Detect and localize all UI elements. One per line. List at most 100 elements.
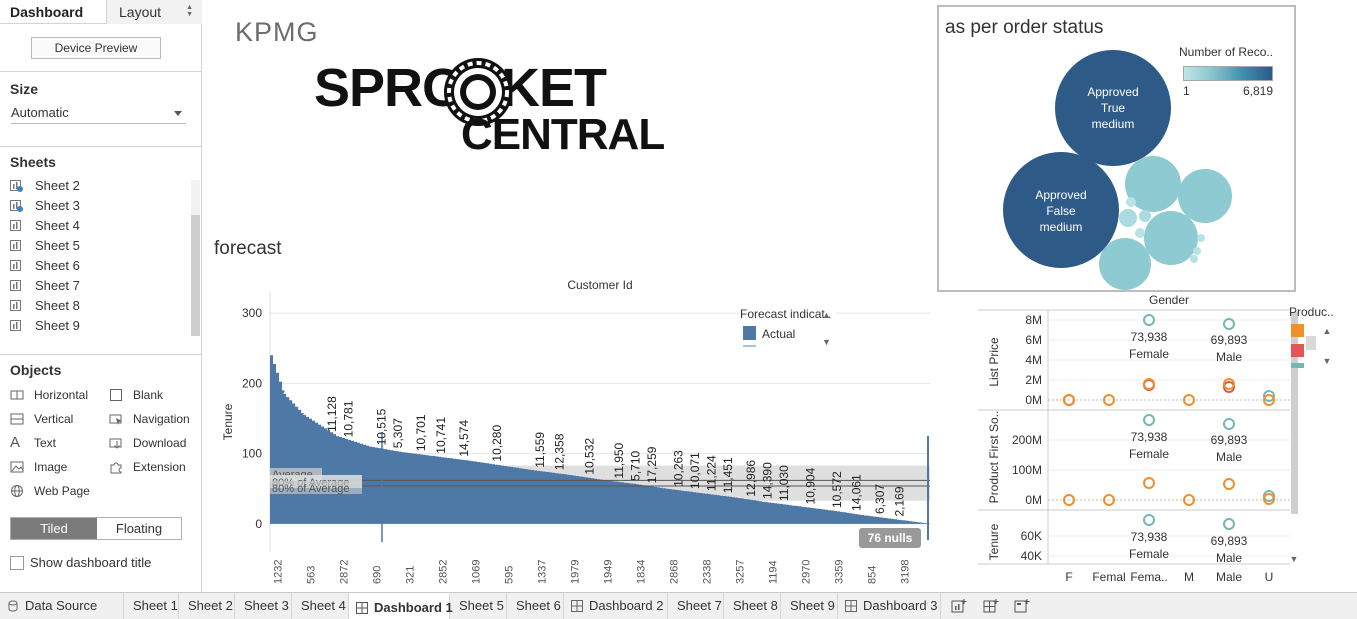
point[interactable] xyxy=(1103,494,1115,506)
chevron-down-icon xyxy=(174,111,182,116)
bubble-chart[interactable]: Approved True medium Approved False medi… xyxy=(939,7,1294,290)
value-label: 12,986 xyxy=(744,460,758,497)
nulls-indicator[interactable] xyxy=(859,528,921,548)
gender-chart[interactable]: Gender List Price 8M 6M 4M 2M 0M 73,938 … xyxy=(978,292,1338,590)
tab-sheet-1[interactable]: Sheet 1 xyxy=(124,593,179,619)
value-label: 11,030 xyxy=(777,465,791,501)
point-label: Male xyxy=(1216,350,1242,364)
bubble-small[interactable] xyxy=(1125,156,1181,212)
color-legend-max: 6,819 xyxy=(1243,84,1274,98)
tick: 6M xyxy=(1025,333,1042,347)
y-tick-label: 0 xyxy=(255,517,262,531)
bubble-small[interactable] xyxy=(1193,247,1201,255)
tab-sheet-4[interactable]: Sheet 4 xyxy=(292,593,349,619)
bubble-small[interactable] xyxy=(1190,255,1198,263)
tab-sheet-6[interactable]: Sheet 6 xyxy=(507,593,564,619)
tab-data-source[interactable]: Data Source xyxy=(0,593,124,619)
size-title: Size xyxy=(10,81,39,97)
actual-area[interactable] xyxy=(270,355,930,524)
sheet-list-scroll-thumb[interactable] xyxy=(191,215,200,336)
object-label: Blank xyxy=(133,388,164,402)
bubble-small[interactable] xyxy=(1119,209,1137,227)
forecast-title: forecast xyxy=(214,238,282,259)
point-female[interactable] xyxy=(1143,414,1155,426)
value-label: 11,451 xyxy=(721,457,735,493)
tab-label: Data Source xyxy=(25,598,98,613)
tick: 2M xyxy=(1025,373,1042,387)
object-label: Text xyxy=(34,436,57,450)
point[interactable] xyxy=(1263,394,1275,406)
tiled-button[interactable]: Tiled xyxy=(11,518,97,539)
point[interactable] xyxy=(1103,394,1115,406)
scroll-down-icon[interactable]: ▼ xyxy=(1290,554,1299,564)
point[interactable] xyxy=(1183,494,1195,506)
new-worksheet-icon[interactable] xyxy=(951,598,967,614)
tab-dashboard[interactable]: Dashboard xyxy=(10,4,84,20)
point[interactable] xyxy=(1063,494,1075,506)
show-title-checkbox[interactable] xyxy=(10,556,24,570)
bubble-approved-false[interactable] xyxy=(1003,152,1119,268)
x-tick-label: 3198 xyxy=(900,560,912,584)
new-story-icon[interactable] xyxy=(1014,598,1030,614)
legend-scroll-up-icon[interactable]: ▲ xyxy=(822,310,831,320)
y-tick-label: 200 xyxy=(242,376,262,390)
x-tick-label: 2872 xyxy=(339,560,351,584)
point-label: 69,893 xyxy=(1211,333,1248,347)
tab-sheet-5[interactable]: Sheet 5 xyxy=(450,593,507,619)
tab-dashboard-3[interactable]: Dashboard 3 xyxy=(838,593,941,619)
size-dropdown[interactable]: Automatic xyxy=(11,104,186,124)
x-tick-label: 690 xyxy=(372,566,384,584)
point-female[interactable] xyxy=(1143,514,1155,526)
tab-sheet-3[interactable]: Sheet 3 xyxy=(235,593,292,619)
point[interactable] xyxy=(1263,493,1275,505)
sheet-item-label: Sheet 3 xyxy=(35,198,80,213)
tab-sheet-8[interactable]: Sheet 8 xyxy=(724,593,781,619)
tab-layout[interactable]: Layout ▲ ▼ xyxy=(106,0,202,24)
tab-label: Sheet 1 xyxy=(133,598,178,613)
order-status-panel: Approved True medium Approved False medi… xyxy=(937,5,1296,292)
bubble-small[interactable] xyxy=(1144,211,1198,265)
tab-sheet-2[interactable]: Sheet 2 xyxy=(179,593,235,619)
new-dashboard-icon[interactable] xyxy=(983,598,999,614)
point[interactable] xyxy=(1063,394,1075,406)
bubble-small[interactable] xyxy=(1197,234,1205,242)
point-female[interactable] xyxy=(1143,314,1155,326)
tab-dashboard-2[interactable]: Dashboard 2 xyxy=(564,593,668,619)
x-tick-label: 1979 xyxy=(570,560,582,584)
chart-scrollbar[interactable] xyxy=(1291,312,1298,514)
bubble-small[interactable] xyxy=(1099,238,1151,290)
bubble-small[interactable] xyxy=(1135,228,1145,238)
y-tick-label: 100 xyxy=(242,447,262,461)
point-male[interactable] xyxy=(1223,418,1235,430)
bubble-label: False xyxy=(1046,204,1076,218)
point[interactable] xyxy=(1143,477,1155,489)
bubble-approved-true[interactable] xyxy=(1055,50,1171,166)
point-male[interactable] xyxy=(1223,318,1235,330)
tab-sheet-7[interactable]: Sheet 7 xyxy=(668,593,724,619)
point-label: 69,893 xyxy=(1211,534,1248,548)
bubble-small[interactable] xyxy=(1126,197,1136,207)
legend-scroll-up-icon[interactable]: ▲ xyxy=(1323,326,1332,336)
legend-scroll-down-icon[interactable]: ▼ xyxy=(1323,356,1332,366)
tab-dashboard-1[interactable]: Dashboard 1 xyxy=(349,593,453,619)
device-preview-button[interactable]: Device Preview xyxy=(31,37,161,59)
point[interactable] xyxy=(1223,378,1235,390)
point-male[interactable] xyxy=(1223,518,1235,530)
sheet-item-label: Sheet 6 xyxy=(35,258,80,273)
legend-scroll-thumb[interactable] xyxy=(1306,336,1316,350)
point[interactable] xyxy=(1183,394,1195,406)
tab-sheet-9[interactable]: Sheet 9 xyxy=(781,593,838,619)
tick: 40K xyxy=(1021,549,1042,563)
vertical-icon xyxy=(10,413,24,425)
bubble-small[interactable] xyxy=(1178,169,1232,223)
point[interactable] xyxy=(1263,390,1275,402)
color-legend-title: Produc.. xyxy=(1289,305,1334,319)
floating-button[interactable]: Floating xyxy=(97,518,181,539)
sheet-used-icon xyxy=(10,180,23,192)
point[interactable] xyxy=(1223,478,1235,490)
point[interactable] xyxy=(1143,378,1155,390)
value-label: 2,169 xyxy=(893,486,907,516)
legend-scroll-down-icon[interactable]: ▼ xyxy=(822,337,831,347)
bubble-small[interactable] xyxy=(1139,210,1151,222)
